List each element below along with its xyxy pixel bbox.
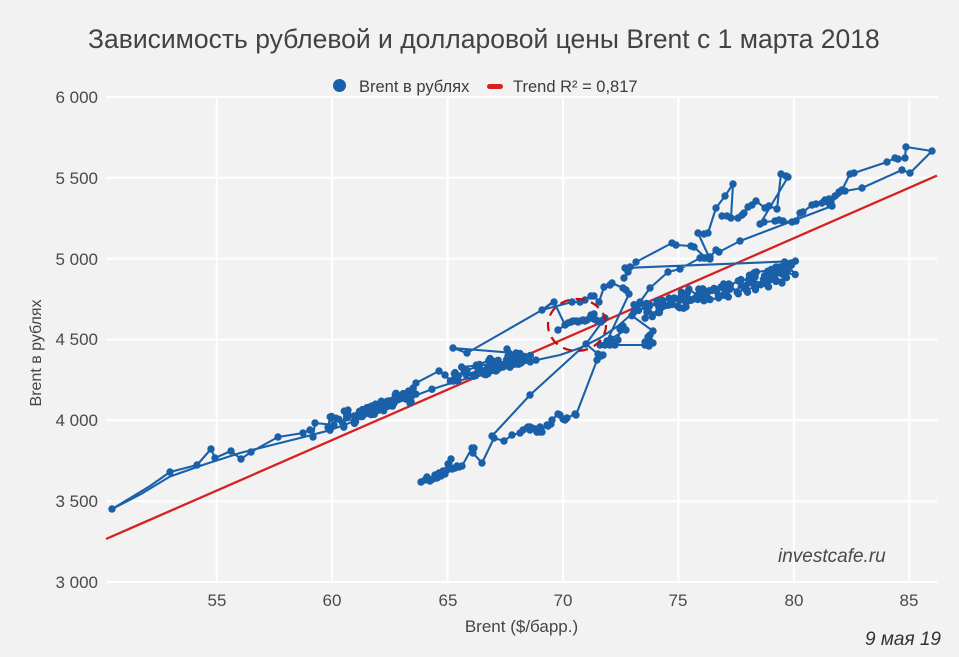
svg-text:Brent в рублях: Brent в рублях (28, 300, 45, 407)
